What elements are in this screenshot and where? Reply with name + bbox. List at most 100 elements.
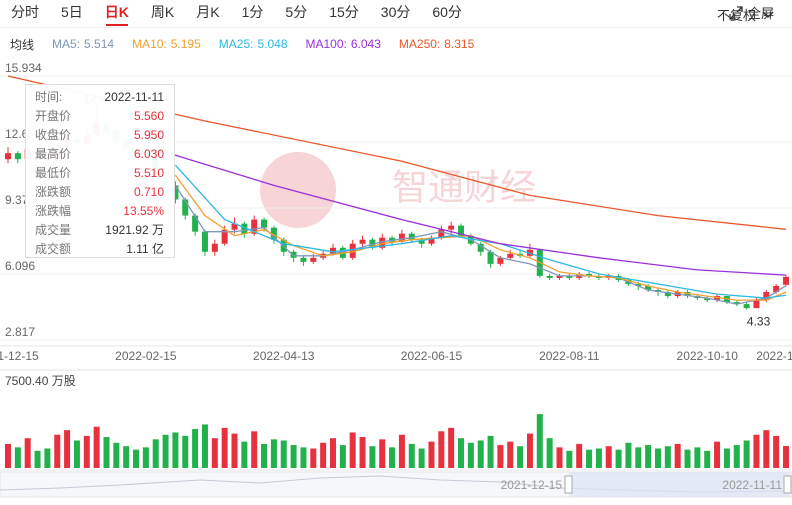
watermark: 智通财经 <box>392 167 536 208</box>
candle-body <box>645 286 652 291</box>
volume-bar <box>5 443 11 468</box>
candle-body <box>5 153 11 160</box>
tooltip-value: 5.950 <box>133 128 164 142</box>
volume-bar <box>487 435 494 468</box>
volume-bar <box>162 434 169 468</box>
tooltip-label: 时间: <box>35 90 63 104</box>
volume-bar <box>182 435 189 468</box>
candle-body <box>408 233 415 240</box>
volume-bar <box>408 443 415 468</box>
volume-bar <box>773 435 780 468</box>
volume-bar <box>261 443 268 468</box>
tooltip-row: 涨跌幅 13.55% <box>35 202 164 221</box>
fullscreen-label: 全屏 <box>747 6 774 21</box>
ma-value: 5.048 <box>257 37 288 51</box>
volume-bar <box>211 438 218 468</box>
volume-bar <box>103 437 110 468</box>
volume-bar <box>595 448 602 468</box>
tab[interactable]: 1分 <box>241 4 264 20</box>
volume-bar <box>497 445 504 468</box>
volume-bar <box>280 440 287 468</box>
candle-body <box>310 257 317 262</box>
ma-legend-item: MA10: 5.195 <box>132 37 201 51</box>
volume-bar <box>93 426 100 468</box>
tooltip-label: 开盘价 <box>35 109 72 123</box>
ma-name: MA5: <box>52 37 81 51</box>
volume-bar <box>54 434 61 468</box>
tab-bar: 分时 5日 日K 周K 月K 1分 5分 15分 30分 60分 <box>0 0 792 28</box>
volume-bar <box>123 446 130 468</box>
tab[interactable]: 60分 <box>432 4 462 20</box>
tab[interactable]: 15分 <box>329 4 359 20</box>
volume-bar <box>359 437 366 468</box>
candle-body <box>231 223 238 230</box>
volume-bar <box>398 434 405 468</box>
tab[interactable]: 30分 <box>380 4 411 20</box>
navigator-end: 2022-11-11 <box>722 478 782 492</box>
volume-bar <box>477 440 484 468</box>
volume-bar <box>635 447 642 468</box>
candle-body <box>270 227 277 240</box>
x-tick-label: 2022-11-11 <box>756 349 792 363</box>
candle-body <box>359 239 366 244</box>
volume-bar <box>349 432 356 468</box>
candle-body <box>438 229 445 238</box>
volume-bar <box>448 427 455 468</box>
volume-bar <box>546 438 553 468</box>
candle-body <box>251 219 258 234</box>
volume-bar <box>517 446 524 468</box>
tooltip-row: 成交量 1921.92 万 <box>35 221 164 240</box>
volume-bar <box>576 443 583 468</box>
x-tick-label: 2022-04-13 <box>253 349 315 363</box>
candle-body <box>458 225 465 236</box>
tab[interactable]: 分时 <box>11 4 39 20</box>
candle-body <box>290 251 297 258</box>
tooltip-value: 1921.92 万 <box>105 223 164 237</box>
candle-body <box>773 286 780 293</box>
volume-bar <box>704 450 711 468</box>
chevron <box>762 10 774 18</box>
candle-body <box>477 243 484 252</box>
adjust-select[interactable]: 不复权 <box>717 5 774 24</box>
tooltip-value: 1.11 亿 <box>126 242 164 256</box>
ma-line <box>174 174 787 301</box>
volume-bar <box>428 441 435 468</box>
tooltip-row: 开盘价 5.560 <box>35 107 164 126</box>
ma-legend-item: MA25: 5.048 <box>219 37 288 51</box>
tab[interactable]: 5日 <box>61 4 83 20</box>
x-tick-label: 2022-10-10 <box>677 349 739 363</box>
navigator-window[interactable] <box>569 472 790 497</box>
volume-bar <box>714 441 721 468</box>
tab[interactable]: 日K <box>94 0 140 27</box>
volume-bar <box>763 430 770 468</box>
fullscreen-button[interactable]: 全屏 <box>729 3 774 22</box>
tooltip-value: 5.560 <box>133 109 164 123</box>
volume-bar <box>379 439 386 468</box>
volume-bar <box>221 427 228 468</box>
candle-body <box>418 239 425 244</box>
volume-bar <box>339 445 346 468</box>
candle-body <box>300 257 307 262</box>
tooltip-row: 最高价 6.030 <box>35 145 164 164</box>
candle-body <box>201 231 208 252</box>
tooltip-value: 0.710 <box>133 185 164 199</box>
tooltip-value: 6.030 <box>133 147 164 161</box>
tooltip-value: 13.55% <box>123 204 164 218</box>
volume-bar <box>300 447 307 468</box>
watermark-logo <box>260 152 336 228</box>
volume-bar <box>733 445 740 468</box>
tab[interactable]: 周K <box>150 4 175 20</box>
candle-body <box>428 237 435 244</box>
candle-body <box>182 199 189 216</box>
volume-bar <box>14 447 21 468</box>
candle-body <box>733 302 740 305</box>
tooltip-row: 最低价 5.510 <box>35 164 164 183</box>
navigator-handle[interactable] <box>564 475 573 494</box>
candle-body <box>664 292 671 297</box>
tab[interactable]: 5分 <box>285 4 308 20</box>
y-tick-label: 15.934 <box>5 61 42 75</box>
tab[interactable]: 月K <box>196 4 220 20</box>
navigator-handle[interactable] <box>783 475 792 494</box>
